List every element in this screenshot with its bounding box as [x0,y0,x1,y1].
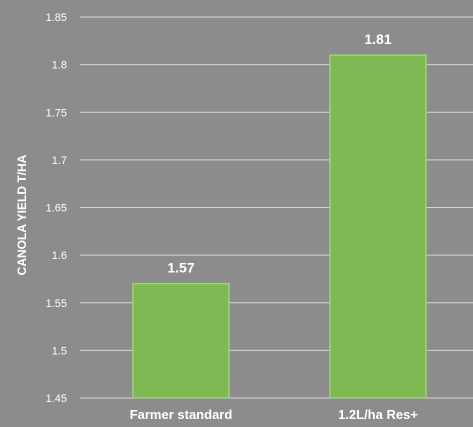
y-tick-label: 1.65 [46,203,67,215]
y-tick-label: 1.5 [52,345,67,357]
y-axis-title: CANOLA YIELD T/HA [15,154,29,275]
x-category-labels: Farmer standard 1.2L/ha Res+ [130,407,419,422]
y-tick-label: 1.7 [52,155,67,167]
y-tick-label: 1.45 [46,393,67,405]
value-labels: 1.57 1.81 [167,31,391,276]
y-tick-label: 1.75 [46,107,67,119]
bar-value-label: 1.81 [364,31,391,47]
bar [329,54,427,399]
bar-value-label: 1.57 [167,260,194,276]
bars [132,54,427,399]
x-category-label: Farmer standard [130,407,233,422]
bar [132,282,230,399]
y-tick-label: 1.85 [46,12,67,24]
y-tick-label: 1.55 [46,298,67,310]
x-category-label: 1.2L/ha Res+ [338,407,418,422]
y-tick-label: 1.6 [52,250,67,262]
y-tick-label: 1.8 [52,60,67,72]
y-tick-labels: 1.45 1.5 1.55 1.6 1.65 1.7 1.75 1.8 1.85 [46,12,67,405]
